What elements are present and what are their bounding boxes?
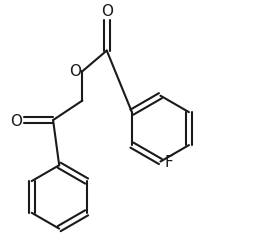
- Text: O: O: [100, 4, 112, 19]
- Text: O: O: [69, 63, 81, 78]
- Text: O: O: [11, 113, 23, 128]
- Text: F: F: [164, 154, 172, 169]
